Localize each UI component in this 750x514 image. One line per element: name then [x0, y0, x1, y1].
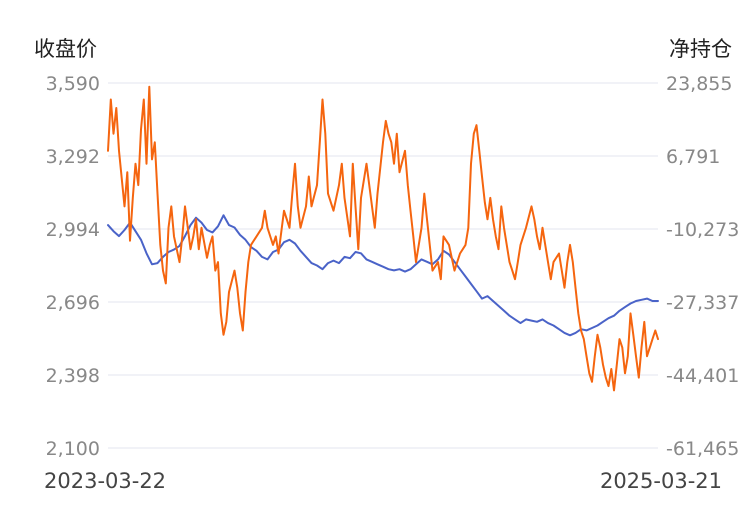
labels-layer: 收盘价 净持仓 2023-03-22 2025-03-21 3,590 23,85… — [34, 37, 739, 493]
right-tick-label: -44,401 — [666, 365, 739, 387]
right-tick-label: -27,337 — [666, 292, 739, 314]
right-tick-label: -61,465 — [666, 438, 739, 460]
series-layer — [107, 85, 659, 392]
right-axis-title: 净持仓 — [669, 37, 732, 61]
left-tick-label: 3,590 — [46, 73, 100, 95]
left-tick-label: 2,398 — [46, 365, 100, 387]
left-axis-title: 收盘价 — [34, 37, 97, 61]
left-tick-label: 3,292 — [46, 146, 100, 168]
left-tick-label: 2,994 — [46, 219, 100, 241]
grid-layer — [108, 82, 658, 449]
series-line-net-position — [107, 85, 659, 392]
right-tick-label: -10,273 — [666, 219, 739, 241]
left-tick-label: 2,100 — [46, 438, 100, 460]
right-tick-label: 23,855 — [666, 73, 732, 95]
x-start-date-label: 2023-03-22 — [44, 469, 166, 493]
right-tick-label: 6,791 — [666, 146, 720, 168]
series-line-close-price — [107, 214, 659, 337]
left-tick-label: 2,696 — [46, 292, 100, 314]
x-end-date-label: 2025-03-21 — [600, 469, 722, 493]
